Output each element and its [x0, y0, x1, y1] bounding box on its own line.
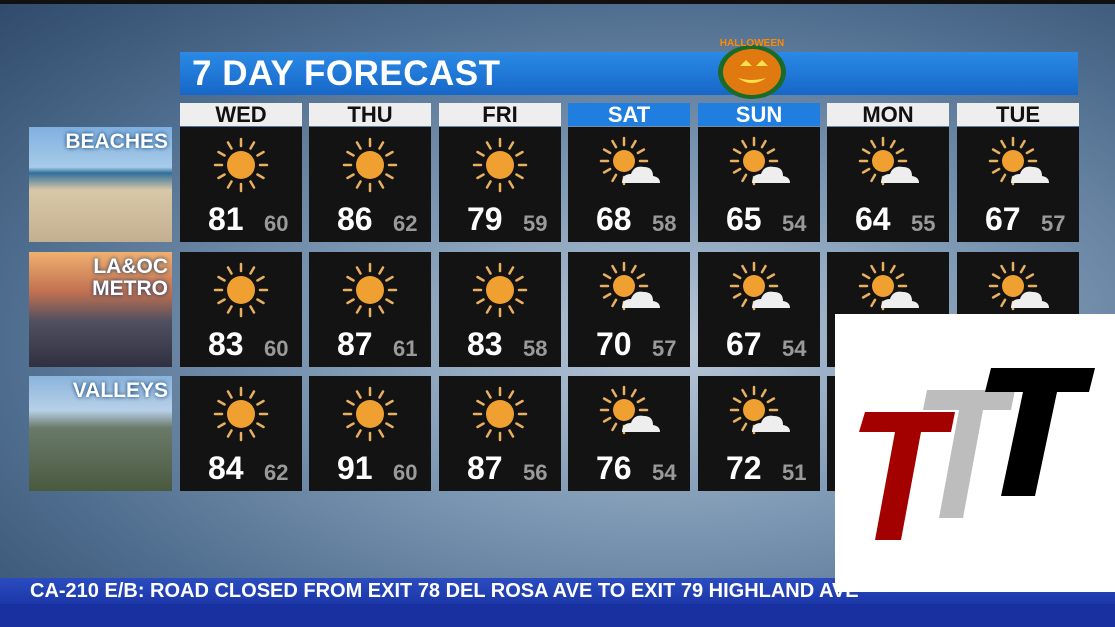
forecast-cell: 84 62	[180, 376, 302, 491]
forecast-cell: 87 56	[439, 376, 561, 491]
high-temp: 87	[337, 326, 373, 362]
forecast-cell: 83 58	[439, 252, 561, 367]
partly-cloudy-icon	[729, 136, 790, 186]
partly-cloudy-icon	[599, 261, 660, 311]
high-temp: 64	[855, 201, 891, 237]
high-temp: 67	[726, 326, 762, 362]
high-temp: 65	[726, 201, 762, 237]
partly-cloudy-icon	[988, 136, 1049, 186]
forecast-cell: 64 55	[827, 127, 949, 242]
high-temp: 70	[596, 326, 632, 362]
high-temp: 72	[726, 450, 762, 486]
forecast-cell: 67 57	[957, 127, 1079, 242]
forecast-cell: 72 51	[698, 376, 820, 491]
region-label-text: VALLEYS	[72, 379, 168, 402]
forecast-cell: 68 58	[568, 127, 690, 242]
region-photo: LA&OC METRO	[29, 252, 172, 367]
high-temp: 91	[337, 450, 373, 486]
high-temp: 86	[337, 201, 373, 237]
low-temp: 57	[652, 336, 677, 361]
high-temp: 87	[467, 450, 503, 486]
sunny-icon	[342, 386, 398, 442]
top-border	[0, 0, 1115, 4]
low-temp: 56	[523, 460, 548, 485]
partly-cloudy-icon	[599, 385, 660, 435]
day-header-tue: TUE	[957, 103, 1079, 127]
low-temp: 62	[393, 211, 418, 236]
partly-cloudy-icon	[729, 385, 790, 435]
day-header-sun: SUN	[698, 103, 820, 127]
low-temp: 60	[264, 211, 289, 236]
high-temp: 79	[467, 201, 503, 237]
low-temp: 57	[1041, 211, 1066, 236]
region-label-text: BEACHES	[65, 130, 168, 153]
ticker-base-bar	[0, 604, 1115, 627]
high-temp: 81	[208, 201, 244, 237]
region-label-line: LA&OC	[93, 255, 168, 278]
low-temp: 60	[393, 460, 418, 485]
sunny-icon	[472, 386, 528, 442]
low-temp: 58	[523, 336, 548, 361]
low-temp: 51	[782, 460, 807, 485]
low-temp: 59	[523, 211, 548, 236]
high-temp: 76	[596, 450, 632, 486]
channel-logo	[835, 314, 1115, 592]
high-temp: 67	[985, 201, 1021, 237]
region-photo: VALLEYS	[29, 376, 172, 491]
sunny-icon	[342, 262, 398, 318]
region-label: BEACHES	[65, 131, 168, 153]
forecast-cell: 83 60	[180, 252, 302, 367]
low-temp: 60	[264, 336, 289, 361]
partly-cloudy-icon	[599, 136, 660, 186]
day-header-wed: WED	[180, 103, 302, 127]
day-header-fri: FRI	[439, 103, 561, 127]
low-temp: 55	[911, 211, 936, 236]
partly-cloudy-icon	[858, 136, 919, 186]
forecast-cell: 70 57	[568, 252, 690, 367]
halloween-pumpkin-logo: HALLOWEEN	[718, 38, 786, 99]
region-label: VALLEYS	[73, 380, 168, 402]
day-header-sat: SAT	[568, 103, 690, 127]
low-temp: 54	[782, 211, 807, 236]
sunny-icon	[342, 137, 398, 193]
forecast-cell: 76 54	[568, 376, 690, 491]
low-temp: 54	[782, 336, 807, 361]
low-temp: 58	[652, 211, 677, 236]
forecast-cell: 67 54	[698, 252, 820, 367]
region-label: LA&OC METRO	[92, 256, 168, 300]
partly-cloudy-icon	[988, 261, 1049, 311]
forecast-cell: 91 60	[309, 376, 431, 491]
region-label-line: METRO	[92, 277, 168, 300]
partly-cloudy-icon	[729, 261, 790, 311]
low-temp: 54	[652, 460, 677, 485]
forecast-cell: 86 62	[309, 127, 431, 242]
forecast-cell: 87 61	[309, 252, 431, 367]
high-temp: 84	[208, 450, 244, 486]
high-temp: 68	[596, 201, 632, 237]
forecast-cell: 81 60	[180, 127, 302, 242]
high-temp: 83	[208, 326, 244, 362]
low-temp: 62	[264, 460, 289, 485]
sunny-icon	[213, 137, 269, 193]
forecast-title: 7 DAY FORECAST	[180, 52, 1078, 95]
sunny-icon	[213, 386, 269, 442]
day-header-mon: MON	[827, 103, 949, 127]
day-header-thu: THU	[309, 103, 431, 127]
sunny-icon	[472, 262, 528, 318]
sunny-icon	[472, 137, 528, 193]
sunny-icon	[213, 262, 269, 318]
low-temp: 61	[393, 336, 418, 361]
region-photo: BEACHES	[29, 127, 172, 242]
svg-text:HALLOWEEN: HALLOWEEN	[720, 38, 784, 49]
forecast-cell: 65 54	[698, 127, 820, 242]
forecast-cell: 79 59	[439, 127, 561, 242]
high-temp: 83	[467, 326, 503, 362]
partly-cloudy-icon	[858, 261, 919, 311]
